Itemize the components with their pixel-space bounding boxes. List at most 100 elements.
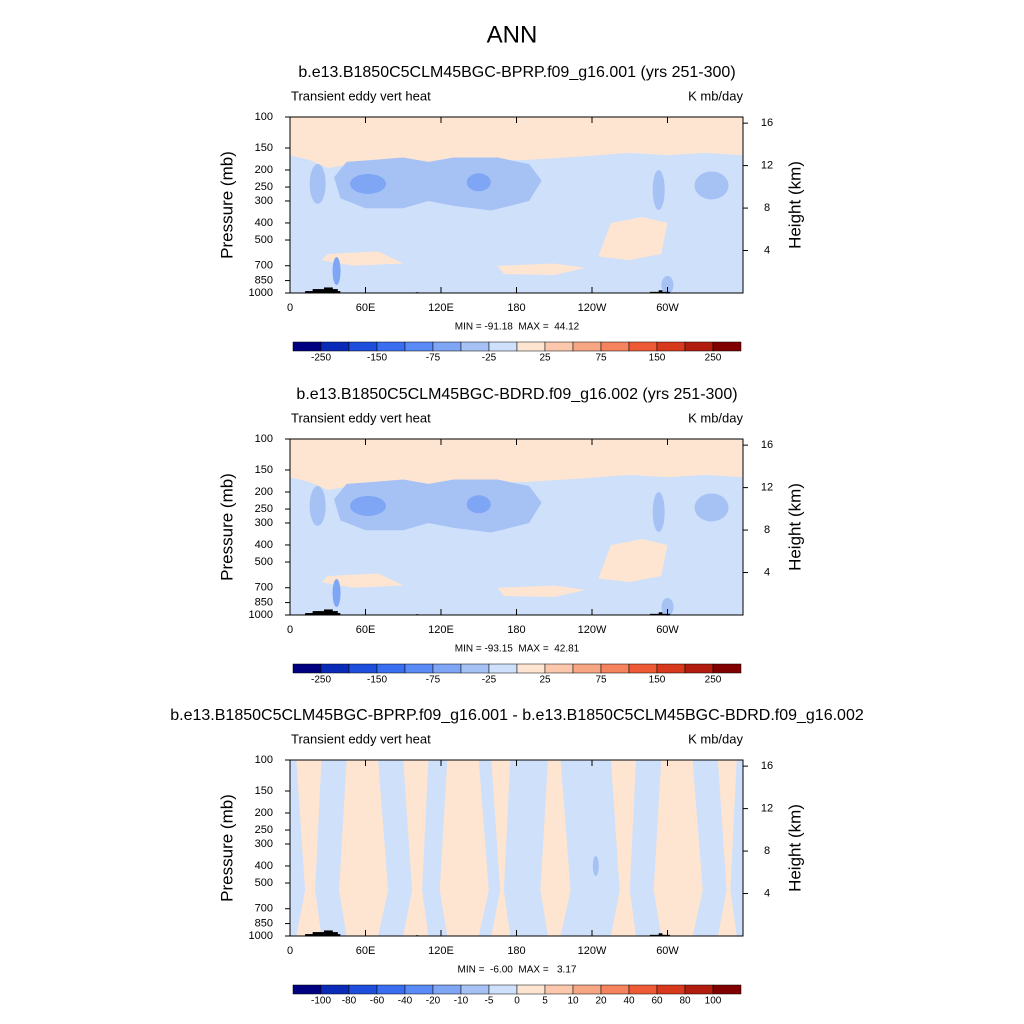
topography: [323, 609, 333, 615]
y-tick-label: 200: [255, 807, 273, 819]
colorbar-box: [376, 984, 406, 995]
colorbar-label: 80: [679, 996, 691, 1007]
colorbar-label: 40: [623, 996, 635, 1007]
y-tick-label: 500: [255, 234, 273, 246]
topography: [323, 930, 333, 936]
colorbar-label: 150: [649, 675, 666, 686]
x-tick-label: 120E: [428, 624, 454, 636]
y2-tick-label: 12: [761, 160, 773, 172]
colorbar-label: -25: [482, 353, 497, 364]
colorbar-box: [712, 663, 742, 674]
colorbar-box: [348, 663, 378, 674]
x-tick-label: 60W: [656, 302, 679, 314]
colorbar-label: 100: [705, 996, 722, 1007]
y-tick-label: 250: [255, 824, 273, 836]
y-tick-label: 200: [255, 486, 273, 498]
y-tick-label: 100: [255, 433, 273, 445]
y-axis-title: Pressure (mb): [217, 473, 236, 581]
panel-title: b.e13.B1850C5CLM45BGC-BDRD.f09_g16.002 (…: [296, 386, 737, 403]
contour-fill: [598, 217, 668, 261]
colorbar-box: [684, 663, 714, 674]
contour-fill: [491, 760, 511, 936]
y-tick-label: 150: [255, 142, 273, 154]
colorbar-box: [292, 663, 322, 674]
colorbar-box: [320, 341, 350, 352]
y-tick-label: 500: [255, 877, 273, 889]
y2-tick-label: 12: [761, 482, 773, 494]
colorbar-label: -25: [482, 675, 497, 686]
colorbar-box: [460, 341, 490, 352]
colorbar-box: [656, 663, 686, 674]
left-label: Transient eddy vert heat: [291, 88, 431, 103]
colorbar-box: [544, 663, 574, 674]
colorbar-box: [516, 341, 546, 352]
colorbar-box: [488, 341, 518, 352]
y-tick-label: 700: [255, 260, 273, 272]
colorbar-box: [656, 984, 686, 995]
colorbar-box: [348, 984, 378, 995]
colorbar-box: [712, 984, 742, 995]
left-label: Transient eddy vert heat: [291, 731, 431, 746]
colorbar-box: [628, 984, 658, 995]
x-tick-label: 180: [507, 302, 525, 314]
colorbar-label: 10: [567, 996, 579, 1007]
x-tick-label: 180: [507, 624, 525, 636]
colorbar-label: -150: [367, 675, 387, 686]
left-label: Transient eddy vert heat: [291, 410, 431, 425]
y2-axis-title: Height (km): [785, 804, 804, 892]
y-tick-label: 400: [255, 217, 273, 229]
colorbar-box: [404, 341, 434, 352]
stats: MIN = -93.15 MAX = 42.81: [455, 644, 580, 655]
colorbar-box: [376, 341, 406, 352]
contour-fill: [439, 760, 489, 936]
y2-tick-label: 16: [761, 439, 773, 451]
y-axis-title: Pressure (mb): [217, 151, 236, 259]
panel-title: b.e13.B1850C5CLM45BGC-BPRP.f09_g16.001 -…: [170, 707, 864, 724]
topography: [323, 287, 333, 293]
y2-tick-label: 8: [764, 845, 770, 857]
contour-fill: [694, 171, 729, 200]
topography: [658, 290, 663, 293]
y-tick-label: 1000: [249, 609, 273, 621]
figure-title: ANN: [487, 21, 538, 48]
right-label: K mb/day: [688, 410, 743, 425]
x-tick-label: 120E: [428, 302, 454, 314]
x-tick-label: 0: [287, 302, 293, 314]
contour-fill: [466, 495, 491, 514]
colorbar-label: -40: [398, 996, 413, 1007]
contour-fill: [610, 760, 637, 936]
colorbar-box: [432, 984, 462, 995]
contour-fill: [309, 485, 326, 526]
colorbar-label: 75: [595, 353, 607, 364]
colorbar-box: [320, 663, 350, 674]
colorbar-label: -20: [426, 996, 441, 1007]
contour-fill: [694, 493, 729, 522]
x-tick-label: 120W: [578, 624, 607, 636]
x-tick-label: 60E: [356, 302, 376, 314]
y2-tick-label: 16: [761, 117, 773, 129]
y-tick-label: 850: [255, 917, 273, 929]
colorbar-box: [348, 341, 378, 352]
panel: b.e13.B1850C5CLM45BGC-BPRP.f09_g16.001 -…: [170, 707, 864, 1006]
colorbar-box: [628, 341, 658, 352]
y-tick-label: 700: [255, 582, 273, 594]
y2-tick-label: 12: [761, 803, 773, 815]
colorbar-box: [600, 984, 630, 995]
x-tick-label: 60W: [656, 945, 679, 957]
y2-tick-label: 8: [764, 524, 770, 536]
contour-fill: [290, 439, 743, 491]
contour-fill: [332, 579, 341, 608]
colorbar-label: -250: [311, 675, 331, 686]
panel: b.e13.B1850C5CLM45BGC-BDRD.f09_g16.002 (…: [217, 386, 804, 685]
colorbar-box: [376, 663, 406, 674]
colorbar-label: 60: [651, 996, 663, 1007]
colorbar-box: [320, 984, 350, 995]
y2-tick-label: 4: [764, 566, 770, 578]
colorbar-label: 75: [595, 675, 607, 686]
y-tick-label: 700: [255, 903, 273, 915]
colorbar-label: -5: [485, 996, 494, 1007]
y-tick-label: 100: [255, 111, 273, 123]
contour-fill: [717, 760, 737, 936]
contour-fill: [661, 597, 674, 616]
x-tick-label: 0: [287, 624, 293, 636]
